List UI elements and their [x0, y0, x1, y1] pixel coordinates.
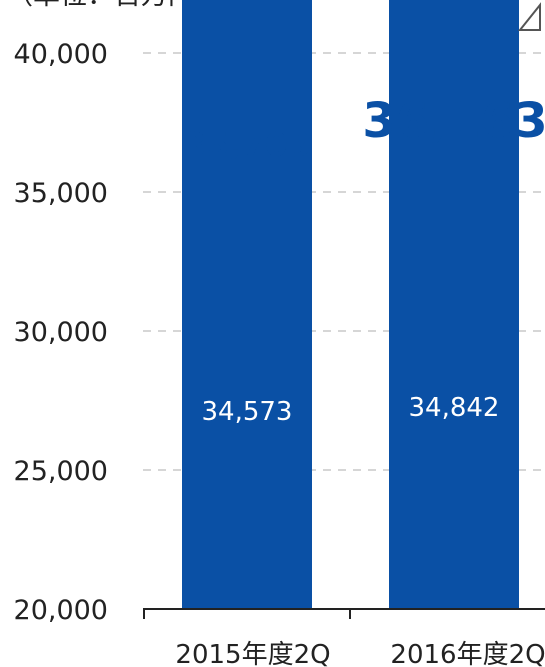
- x-axis: [143, 608, 545, 619]
- y-axis-tick-labels: 40,000 35,000 30,000 25,000 20,000: [14, 39, 108, 626]
- y-tick-label: 40,000: [14, 39, 108, 70]
- corner-decoration: [517, 2, 541, 31]
- y-tick-label: 20,000: [14, 595, 108, 626]
- y-tick-label: 35,000: [14, 178, 108, 209]
- bar-segment-main: [389, 0, 519, 609]
- total-label: 35,703: [183, 125, 310, 164]
- y-tick-label: 30,000: [14, 317, 108, 348]
- total-label: 36,163: [362, 93, 545, 149]
- unit-label: （単位：百万円）: [6, 0, 222, 11]
- data-label: 34,573: [202, 397, 293, 427]
- corner-stroke: [517, 2, 541, 31]
- x-category-label: 2016年度2Q: [390, 640, 545, 667]
- bar-segment-main: [182, 0, 312, 609]
- data-label: 34,842: [409, 393, 500, 423]
- x-axis-category-labels: 2015年度2Q 2016年度2Q: [175, 640, 545, 667]
- x-category-label: 2015年度2Q: [175, 640, 330, 667]
- y-tick-label: 25,000: [14, 456, 108, 487]
